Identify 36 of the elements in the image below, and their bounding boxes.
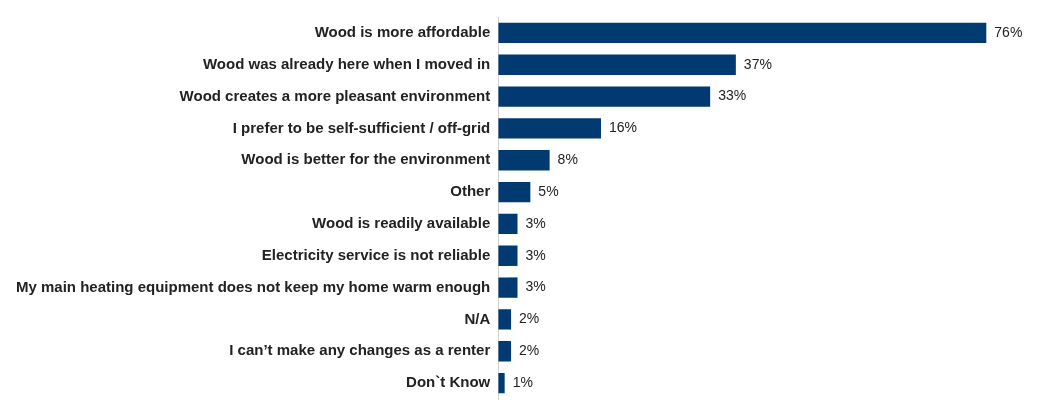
data-label: 3% (525, 214, 546, 231)
data-label: 76% (994, 23, 1023, 40)
bar (498, 372, 505, 394)
bar (498, 277, 518, 298)
data-label: 2% (519, 310, 540, 327)
bar (498, 213, 518, 235)
y-tick-label: My main heating equipment does not keep my home warm enough (15, 277, 491, 295)
y-tick-label: Wood creates a more pleasant environment (179, 86, 491, 104)
y-tick-label: Other (450, 182, 491, 200)
bar (498, 181, 531, 203)
y-tick-label: I prefer to be self-sufficient / off-grid (232, 118, 491, 136)
y-tick-label: Electricity service is not reliable (261, 245, 491, 263)
data-label: 33% (718, 87, 747, 104)
data-label: 1% (512, 373, 533, 390)
y-tick-label: Wood is better for the environment (241, 150, 491, 168)
data-label: 3% (525, 246, 546, 263)
bar (498, 150, 550, 171)
y-tick-label: Don`t Know (406, 373, 491, 391)
data-label: 3% (525, 278, 546, 295)
data-label: 5% (538, 182, 559, 199)
data-label: 16% (608, 119, 638, 136)
data-label: 37% (743, 55, 772, 72)
data-label: 8% (557, 151, 578, 168)
data-label: 2% (519, 342, 540, 359)
bar (498, 309, 512, 330)
y-tick-label: Wood is readily available (312, 214, 491, 232)
bar (498, 54, 736, 75)
y-tick-label: N/A (464, 309, 491, 327)
y-tick-label: Wood is more affordable (314, 23, 491, 41)
bar (498, 86, 711, 107)
bar (498, 341, 512, 362)
bar (498, 245, 518, 266)
bar (498, 118, 601, 139)
y-tick-label: Wood was already here when I moved in (202, 54, 491, 72)
y-tick-label: I can’t make any changes as a renter (229, 341, 491, 359)
bar (498, 22, 987, 44)
